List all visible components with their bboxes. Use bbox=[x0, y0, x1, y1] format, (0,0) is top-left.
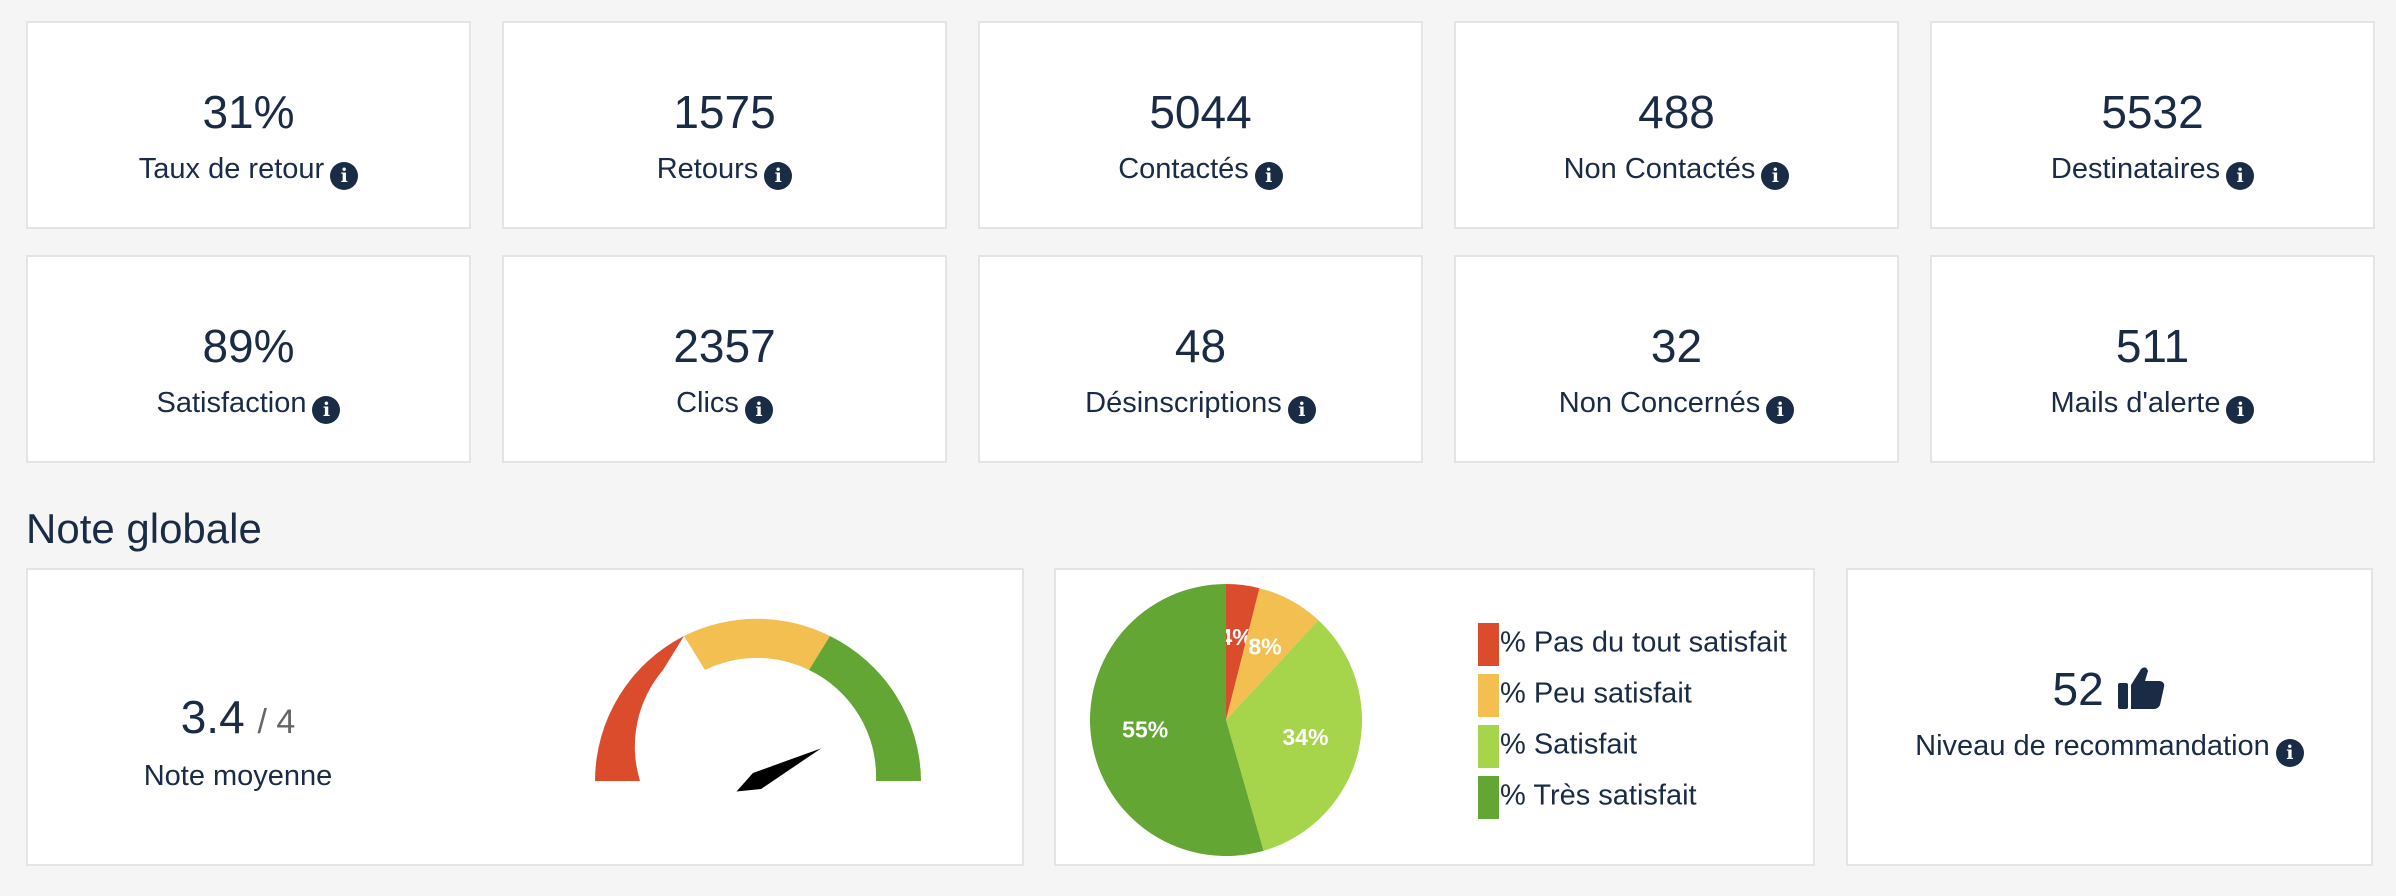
recommendation-card: 52 Niveau de recommandation i bbox=[1846, 568, 2373, 866]
pie-slice bbox=[1090, 584, 1264, 856]
info-icon[interactable]: i bbox=[1287, 396, 1316, 424]
legend-label: % Très satisfait bbox=[1500, 780, 1697, 812]
stat-label: Mails d'alerte i bbox=[1932, 387, 2373, 424]
stat-value: 31% bbox=[202, 86, 295, 138]
info-icon[interactable]: i bbox=[1254, 162, 1283, 190]
score-max: / 4 bbox=[257, 703, 296, 741]
label-text: Contactés bbox=[1118, 153, 1249, 185]
stat-label: Non Concernés i bbox=[1456, 387, 1897, 424]
legend-label: % Satisfait bbox=[1500, 729, 1637, 761]
pie-label: 55% bbox=[1122, 716, 1168, 742]
score-value: 3.4 bbox=[180, 691, 245, 743]
stat-label: Destinataires i bbox=[1932, 153, 2373, 190]
stat-card: 5532 Destinataires i bbox=[1930, 21, 2375, 229]
pie-label: 8% bbox=[1248, 633, 1281, 659]
score-label: Note moyenne bbox=[143, 760, 333, 792]
gauge-band bbox=[684, 618, 830, 670]
recommendation: 52 bbox=[1848, 662, 2371, 716]
info-icon[interactable]: i bbox=[312, 396, 341, 424]
label-text: Désinscriptions bbox=[1085, 387, 1282, 419]
legend-swatch bbox=[1478, 776, 1499, 819]
stat-label: Retours i bbox=[504, 153, 945, 190]
recommendation-label: Niveau de recommandation i bbox=[1848, 730, 2371, 767]
stat-value: 488 bbox=[1638, 86, 1715, 138]
score: 3.4 / 4 bbox=[88, 690, 388, 744]
info-icon[interactable]: i bbox=[764, 162, 793, 190]
legend-label: % Peu satisfait bbox=[1500, 678, 1692, 710]
stat-label: Non Contactés i bbox=[1456, 153, 1897, 190]
stat-label: Taux de retour i bbox=[28, 153, 469, 190]
stat-card: 1575 Retours i bbox=[502, 21, 947, 229]
stat-card: 2357 Clics i bbox=[502, 255, 947, 463]
label-text: Satisfaction bbox=[156, 387, 307, 419]
thumbs-up-icon bbox=[2118, 667, 2165, 709]
legend-swatch bbox=[1478, 725, 1499, 768]
stat-value: 5044 bbox=[1149, 86, 1252, 138]
pie-card: 4%% Pas du tout satisfait 8%% Peu satisfa… bbox=[1054, 568, 1815, 866]
stat-value: 1575 bbox=[673, 86, 776, 138]
info-icon[interactable]: i bbox=[330, 162, 359, 190]
stat-label: Clics i bbox=[504, 387, 945, 424]
info-icon[interactable]: i bbox=[1761, 162, 1790, 190]
stat-card: 31% Taux de retour i bbox=[26, 21, 471, 229]
stat-value: 2357 bbox=[673, 320, 776, 372]
pie-slice bbox=[1226, 620, 1362, 851]
info-icon[interactable]: i bbox=[2226, 396, 2255, 424]
gauge-card: 3.4 / 4 Note moyenne bbox=[26, 568, 1024, 866]
gauge-needle bbox=[736, 748, 822, 792]
stat-card: 89% Satisfaction i bbox=[26, 255, 471, 463]
pie-slice bbox=[1226, 584, 1260, 720]
stat-card: 32 Non Concernés i bbox=[1454, 255, 1899, 463]
stat-value: 5532 bbox=[2101, 86, 2204, 138]
legend-label: % Pas du tout satisfait bbox=[1500, 627, 1787, 659]
stat-value: 89% bbox=[202, 320, 295, 372]
label-text: Retours bbox=[656, 153, 759, 185]
pie-label: 34% bbox=[1282, 724, 1328, 750]
info-icon[interactable]: i bbox=[2226, 162, 2255, 190]
stat-card: 511 Mails d'alerte i bbox=[1930, 255, 2375, 463]
label-text: Niveau de recommandation bbox=[1915, 730, 2270, 762]
gauge-band bbox=[595, 636, 684, 781]
label-text: Destinataires bbox=[2050, 153, 2221, 185]
stat-label: Désinscriptions i bbox=[980, 387, 1421, 424]
info-icon[interactable]: i bbox=[2275, 739, 2304, 767]
info-icon[interactable]: i bbox=[744, 396, 773, 424]
gauge-band bbox=[809, 636, 921, 781]
stat-card: 5044 Contactés i bbox=[978, 21, 1423, 229]
recommendation-value: 52 bbox=[2052, 663, 2104, 715]
section-title: Note globale bbox=[26, 505, 262, 552]
label-text: Non Contactés bbox=[1563, 153, 1756, 185]
pie-slice bbox=[1226, 588, 1319, 720]
stat-label: Contactés i bbox=[980, 153, 1421, 190]
label-text: Clics bbox=[676, 387, 739, 419]
legend-swatch bbox=[1478, 623, 1499, 666]
stat-label: Satisfaction i bbox=[28, 387, 469, 424]
gauge bbox=[595, 618, 921, 792]
stat-value: 32 bbox=[1650, 320, 1703, 372]
label-text: Taux de retour bbox=[138, 153, 325, 185]
stat-value: 48 bbox=[1174, 320, 1227, 372]
label-text: Mails d'alerte bbox=[2050, 387, 2221, 419]
label-text: Non Concernés bbox=[1558, 387, 1761, 419]
stat-card: 488 Non Contactés i bbox=[1454, 21, 1899, 229]
info-icon[interactable]: i bbox=[1766, 396, 1795, 424]
stat-value: 511 bbox=[2115, 320, 2190, 372]
legend-swatch bbox=[1478, 674, 1499, 717]
stat-card: 48 Désinscriptions i bbox=[978, 255, 1423, 463]
